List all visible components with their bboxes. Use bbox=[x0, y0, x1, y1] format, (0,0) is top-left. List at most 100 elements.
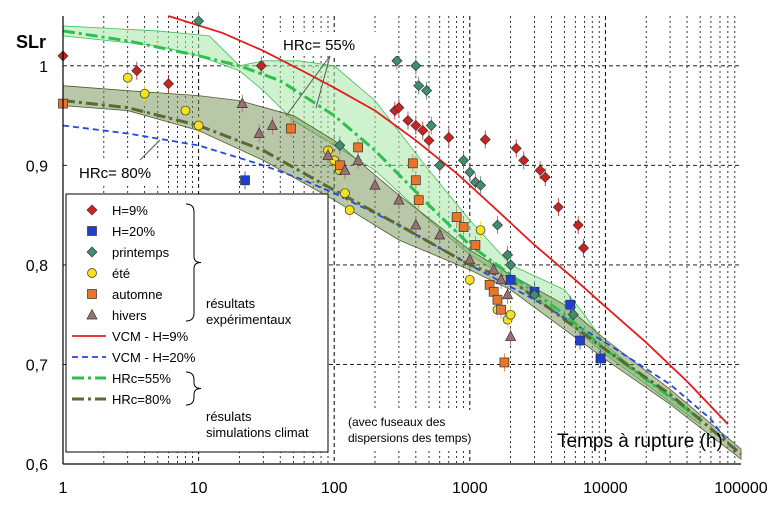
tick-labels: 1 10 100 1000 10000 100000 0,6 0,7 0,8 0,9 1 bbox=[26, 59, 768, 497]
point-h-20- bbox=[565, 299, 576, 310]
point-hivers bbox=[495, 273, 507, 285]
x-tick-label: 10 bbox=[190, 480, 208, 497]
point-printemps bbox=[410, 60, 422, 72]
point-automne bbox=[499, 357, 510, 368]
annotation-fuseaux-1: (avec fuseaux des bbox=[348, 415, 445, 429]
point-printemps bbox=[391, 55, 403, 67]
point-h-9- bbox=[572, 219, 584, 231]
y-tick-label: 0,7 bbox=[26, 357, 48, 374]
point-printemps bbox=[425, 120, 437, 132]
line-hrc-80- bbox=[62, 99, 742, 456]
legend-label-printemps: printemps bbox=[112, 245, 170, 260]
series-lines bbox=[62, 15, 742, 456]
point-h-20- bbox=[575, 335, 585, 346]
point-printemps bbox=[491, 219, 503, 231]
point-h-9- bbox=[255, 60, 267, 72]
point-printemps bbox=[464, 166, 476, 178]
point-printemps bbox=[505, 259, 517, 271]
legend: H=9% H=20% printemps été automne hivers VCM - … bbox=[65, 193, 329, 453]
legend-brace-experimental bbox=[185, 203, 202, 322]
series-points bbox=[57, 11, 606, 372]
legend-label-vcm-h-20-: VCM - H=20% bbox=[112, 350, 196, 365]
point-automne bbox=[496, 304, 506, 315]
point-h-9- bbox=[534, 164, 546, 176]
point-h-9- bbox=[578, 242, 590, 254]
legend-label-h-9-: H=9% bbox=[112, 203, 148, 218]
line-hrc-55- bbox=[62, 29, 702, 421]
point--t- bbox=[464, 274, 475, 285]
point-hivers bbox=[322, 149, 334, 160]
point-h-20- bbox=[595, 353, 606, 364]
legend-label-vcm-h-9-: VCM - H=9% bbox=[112, 329, 189, 344]
point-printemps bbox=[421, 85, 433, 97]
point-printemps bbox=[193, 15, 205, 27]
legend-marker-printemps bbox=[86, 246, 98, 258]
point-hivers bbox=[410, 218, 422, 230]
line-vcm-h-9- bbox=[168, 15, 729, 425]
point-h-9- bbox=[423, 134, 435, 146]
y-tick-label: 0,8 bbox=[26, 258, 48, 275]
point-h-9- bbox=[417, 124, 429, 136]
point-hivers bbox=[434, 228, 446, 240]
point-printemps bbox=[529, 289, 540, 301]
legend-label-hivers: hivers bbox=[112, 308, 147, 323]
legend-marker-h-20- bbox=[87, 226, 97, 236]
legend-group-sim-1: résulats bbox=[206, 409, 252, 424]
legend-marker-hivers bbox=[86, 308, 98, 320]
legend-group-exp-1: résultats bbox=[206, 296, 256, 311]
point-hivers bbox=[505, 330, 517, 341]
legend-label--t-: été bbox=[112, 266, 130, 281]
point-printemps bbox=[413, 80, 425, 92]
y-tick-label: 0,6 bbox=[26, 457, 48, 474]
x-axis-label: Temps à rupture (h) bbox=[557, 431, 723, 452]
point-hivers bbox=[266, 119, 278, 130]
point-hivers bbox=[502, 288, 514, 300]
point-hivers bbox=[339, 164, 351, 175]
legend-label-h-20-: H=20% bbox=[112, 224, 155, 239]
point-printemps bbox=[567, 309, 579, 321]
point-automne bbox=[413, 195, 424, 206]
point-h-9- bbox=[443, 131, 455, 143]
y-tick-label: 0,9 bbox=[26, 158, 48, 175]
point--t- bbox=[344, 205, 355, 215]
point-hivers bbox=[369, 178, 381, 190]
legend-group-sim-2: simulations climat bbox=[206, 425, 309, 440]
point-h-9- bbox=[552, 201, 564, 213]
x-tick-label: 100 bbox=[321, 480, 348, 497]
point-printemps bbox=[334, 139, 346, 151]
point-automne bbox=[492, 294, 503, 305]
point-automne bbox=[458, 222, 469, 232]
x-tick-label: 1000 bbox=[452, 480, 488, 497]
annotation-hrc55: HRc= 55% bbox=[283, 37, 355, 54]
point-h-20- bbox=[505, 274, 516, 285]
legend-label-hrc-55-: HRc=55% bbox=[112, 371, 171, 386]
point--t- bbox=[340, 188, 350, 199]
point-automne bbox=[286, 123, 296, 134]
point--t- bbox=[505, 309, 516, 320]
point-h-20- bbox=[240, 175, 250, 186]
axes bbox=[62, 16, 741, 465]
point-h-9- bbox=[479, 133, 491, 145]
point-printemps bbox=[502, 249, 514, 261]
y-axis-label: SLr bbox=[16, 32, 46, 52]
annotation-fuseaux-2: dispersions des temps) bbox=[348, 431, 471, 445]
y-tick-label: 1 bbox=[39, 59, 48, 76]
point-h-9- bbox=[539, 171, 551, 183]
point--t- bbox=[475, 225, 486, 235]
legend-group-exp-2: expérimentaux bbox=[206, 312, 292, 327]
point-h-9- bbox=[518, 154, 530, 166]
point--t- bbox=[193, 120, 204, 131]
annotations: HRc= 55% HRc= 80% (avec fuseaux des disp… bbox=[70, 32, 510, 448]
point--t- bbox=[180, 105, 191, 116]
point-printemps bbox=[458, 154, 470, 166]
point-hivers bbox=[488, 263, 500, 275]
point-printemps bbox=[434, 159, 446, 171]
point-h-9- bbox=[163, 78, 175, 90]
point-printemps bbox=[475, 179, 487, 191]
point--t- bbox=[139, 88, 150, 99]
point-automne bbox=[410, 175, 421, 186]
point-hivers bbox=[393, 193, 405, 205]
legend-marker--t- bbox=[87, 268, 97, 278]
x-tick-label: 10000 bbox=[583, 480, 628, 497]
